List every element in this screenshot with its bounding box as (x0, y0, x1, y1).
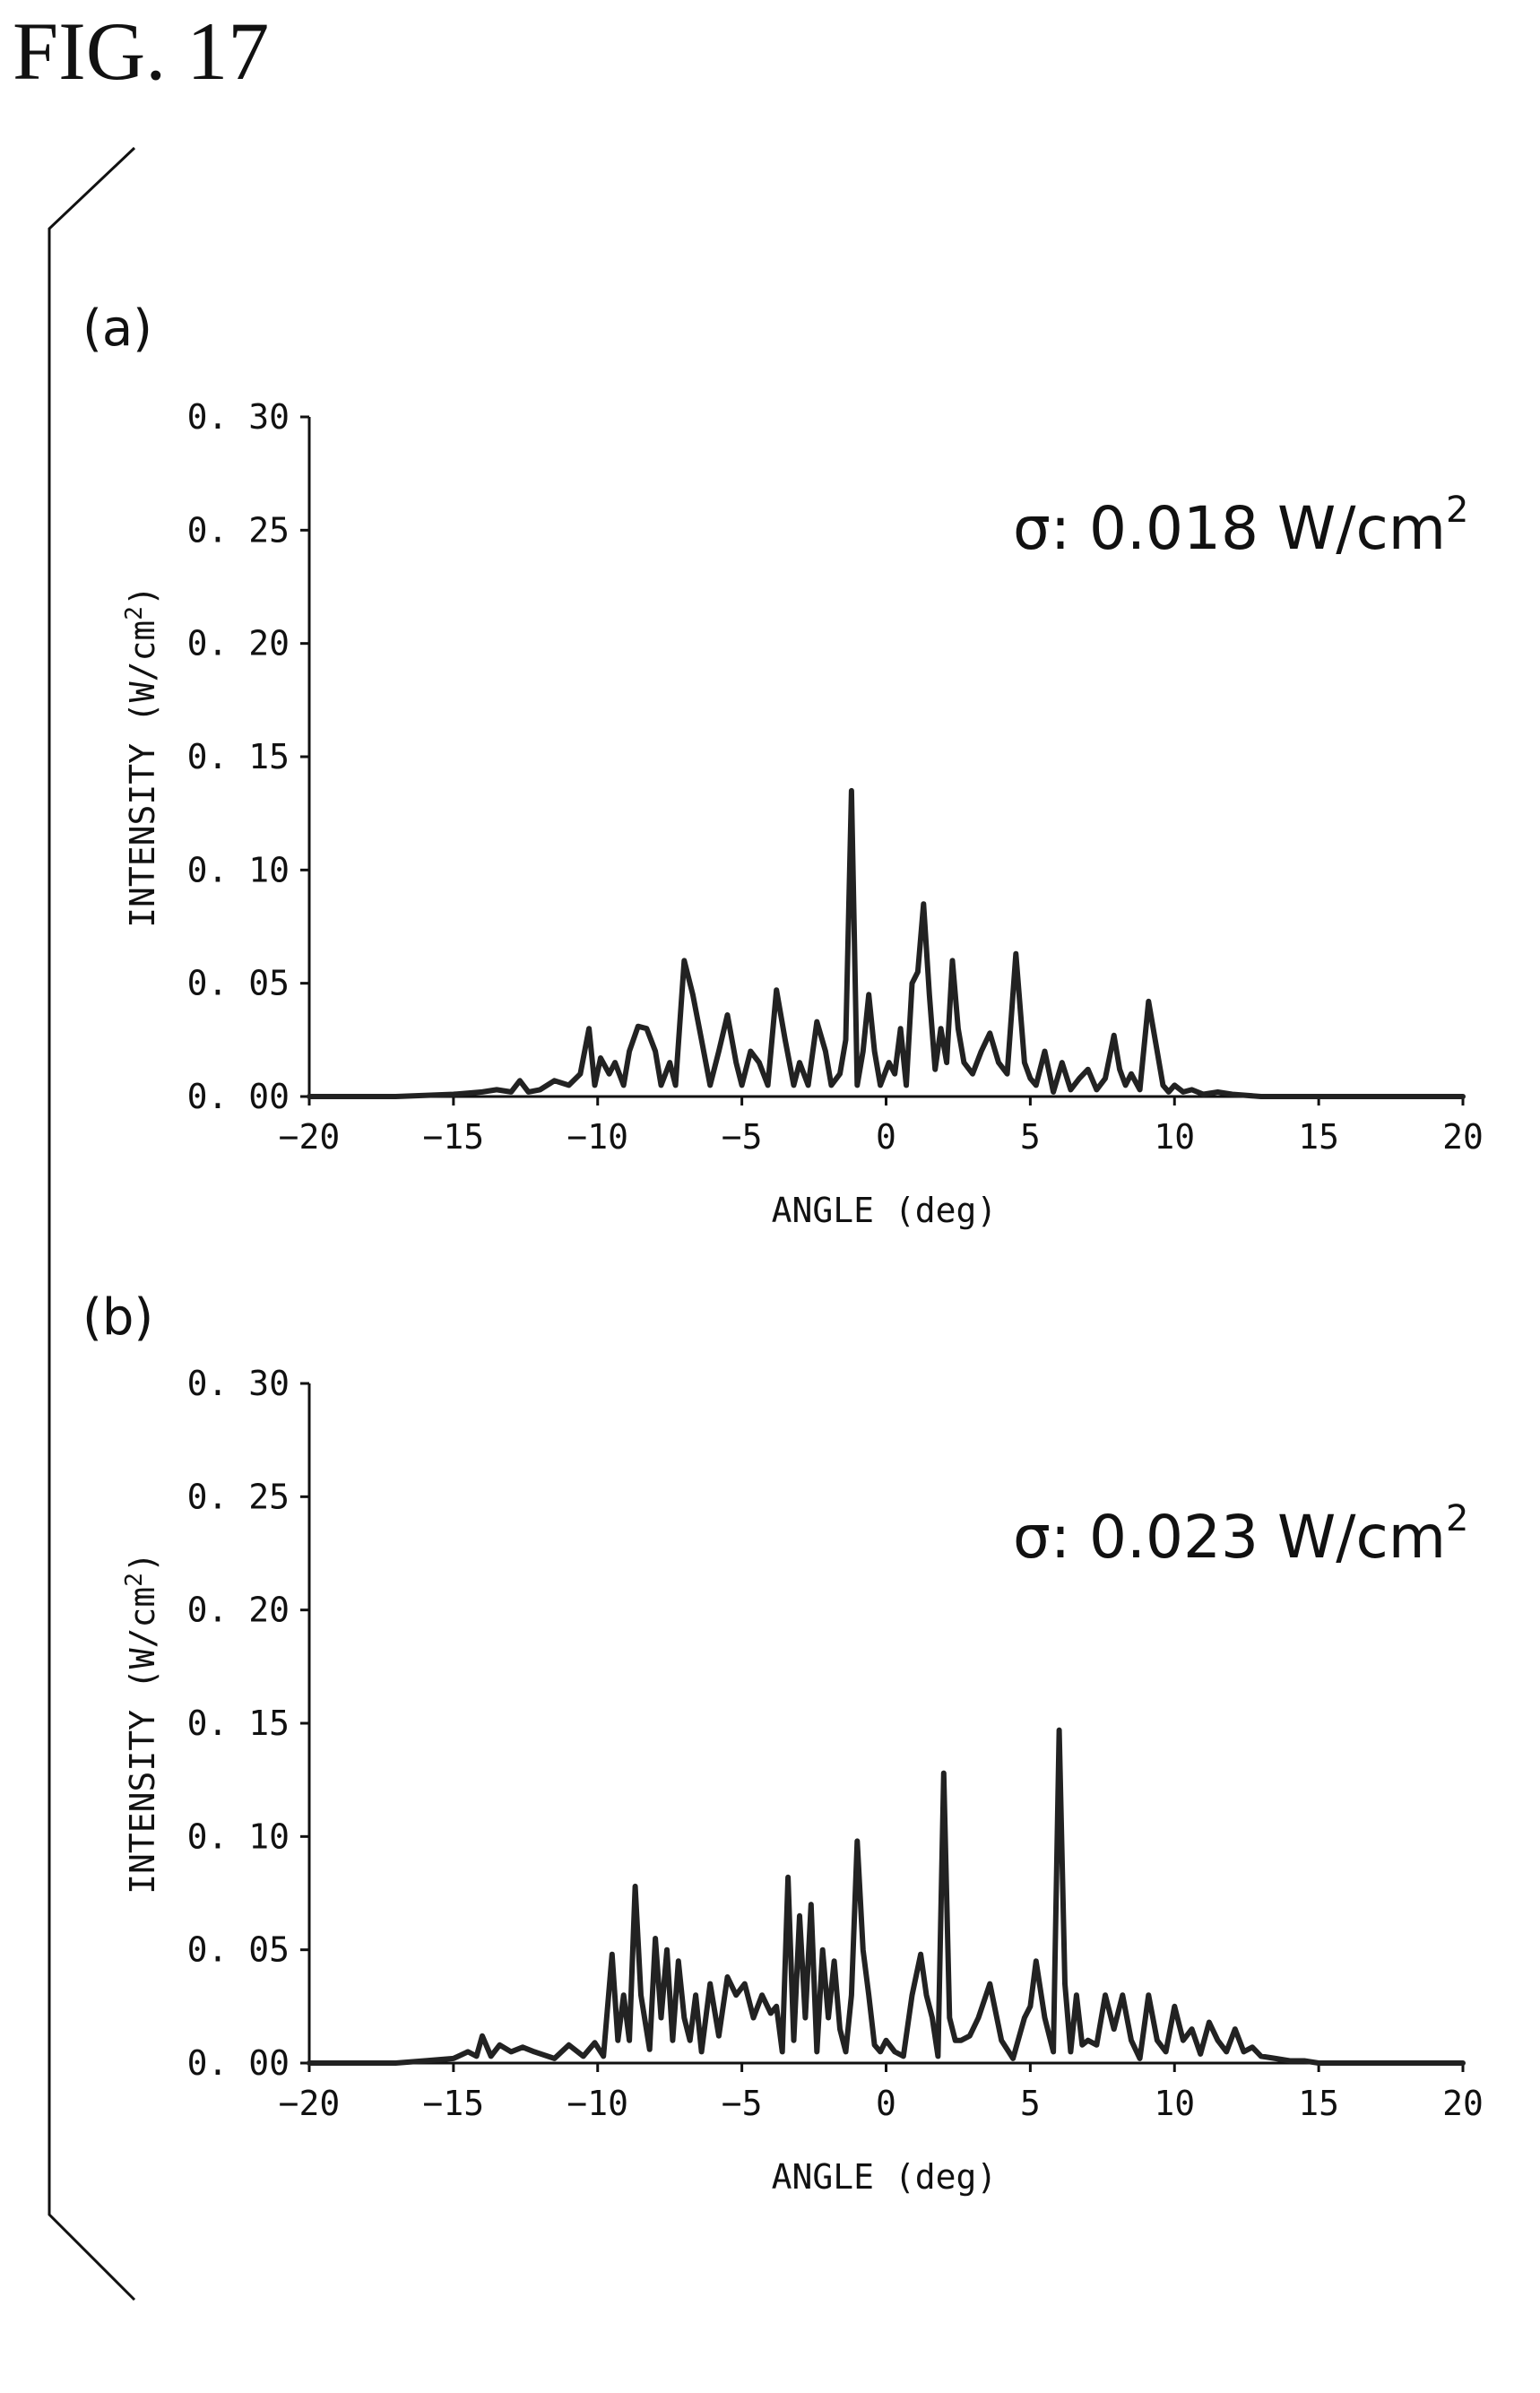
x-tick-label: 0 (876, 1117, 896, 1157)
x-tick-label: −15 (423, 1117, 485, 1157)
y-axis-title-text: INTENSITY (W/cm (123, 1587, 162, 1894)
x-tick-label: −10 (567, 1117, 628, 1157)
y-tick-label: 0. 15 (187, 1704, 290, 1743)
y-axis-title: INTENSITY (W/cm2) (121, 1552, 162, 1894)
x-tick-label: 20 (1442, 2084, 1484, 2123)
y-tick-label: 0. 05 (187, 964, 290, 1003)
y-tick-label: 0. 30 (187, 397, 290, 437)
y-tick-label: 0. 25 (187, 1477, 290, 1516)
figure-title: FIG. 17 (13, 5, 269, 97)
x-tick-label: −10 (567, 2084, 628, 2123)
x-tick-label: 20 (1442, 1117, 1484, 1157)
x-tick-label: 5 (1020, 2084, 1041, 2123)
x-tick-label: 10 (1154, 1117, 1195, 1157)
y-axis-title-superscript: 2 (121, 1573, 148, 1587)
x-tick-label: −15 (423, 2084, 485, 2123)
sigma-annotation-text: σ: 0.023 W/cm (1013, 1503, 1446, 1572)
y-tick-label: 0. 20 (187, 624, 290, 663)
panel-label: (a) (82, 299, 152, 358)
y-tick-label: 0. 00 (187, 2043, 290, 2083)
y-tick-label: 0. 10 (187, 1816, 290, 1856)
x-axis-title: ANGLE (deg) (772, 2157, 998, 2197)
x-tick-label: −20 (279, 2084, 341, 2123)
sigma-annotation-text: σ: 0.018 W/cm (1013, 494, 1446, 563)
sigma-annotation: σ: 0.023 W/cm2 (1013, 1498, 1469, 1572)
left-bracket (48, 146, 136, 2302)
sigma-annotation-superscript: 2 (1446, 490, 1468, 531)
chart-panel-a: (a) 0. 00 0. 05 0. 10 0. 15 0. 20 0. 25 0. 30 −2… (82, 299, 1484, 1230)
y-tick-label: 0. 05 (187, 1930, 290, 1970)
y-axis-title-text: INTENSITY (W/cm (123, 620, 162, 928)
intensity-series-line (307, 1727, 1466, 2066)
panel-label: (b) (82, 1288, 153, 1347)
y-axis-title: INTENSITY (W/cm2) (121, 585, 162, 928)
y-tick-label: 0. 20 (187, 1591, 290, 1630)
intensity-series-line (307, 787, 1466, 1099)
x-tick-label: 15 (1298, 2084, 1339, 2123)
sigma-annotation: σ: 0.018 W/cm2 (1013, 490, 1469, 563)
x-tick-label: 5 (1020, 1117, 1041, 1157)
x-tick-label: 10 (1154, 2084, 1195, 2123)
y-tick-label: 0. 10 (187, 850, 290, 889)
chart-panels: (a) 0. 00 0. 05 0. 10 0. 15 0. 20 0. 25 0. 30 −2… (82, 299, 1484, 2197)
y-axis-title-superscript: 2 (121, 606, 148, 620)
y-tick-label: 0. 15 (187, 737, 290, 776)
y-tick-label: 0. 00 (187, 1077, 290, 1116)
x-axis-title: ANGLE (deg) (772, 1191, 998, 1230)
y-tick-label: 0. 30 (187, 1364, 290, 1403)
x-tick-label: −5 (722, 2084, 763, 2123)
y-tick-label: 0. 25 (187, 510, 290, 550)
y-axis-title-close: ) (123, 585, 162, 606)
x-tick-label: 0 (876, 2084, 896, 2123)
chart-panel-b: (b) 0. 00 0. 05 0. 10 0. 15 0. 20 0. 25 0. 30 −2… (82, 1288, 1484, 2197)
sigma-annotation-superscript: 2 (1446, 1498, 1468, 1539)
x-tick-label: −5 (722, 1117, 763, 1157)
y-axis-title-close: ) (123, 1552, 162, 1573)
x-tick-label: −20 (279, 1117, 341, 1157)
x-tick-label: 15 (1298, 1117, 1339, 1157)
